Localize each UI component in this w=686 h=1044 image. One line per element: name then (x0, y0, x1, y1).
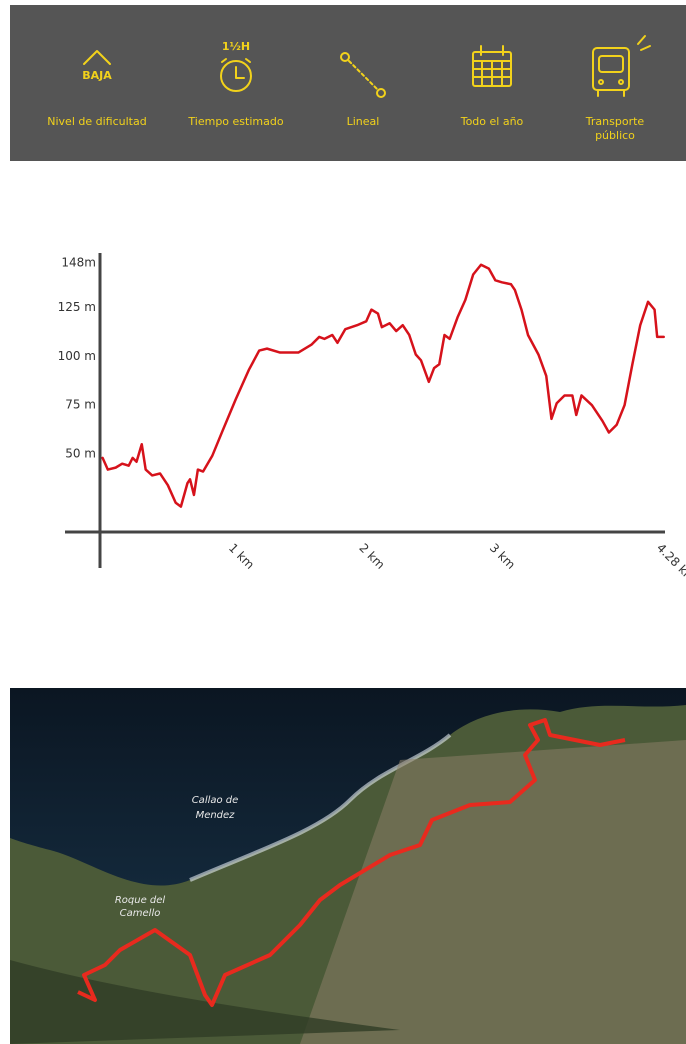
map-label: Mendez (196, 810, 236, 821)
map-label: Camello (120, 908, 161, 919)
map-label: Callao de (192, 795, 239, 806)
header-label: Transporte (585, 115, 645, 128)
icon-text: BAJA (82, 69, 112, 82)
elevation-line (101, 263, 665, 508)
x-tick-label: 2 km (356, 541, 387, 572)
chart: 50 m 75 m 100 m 125 m 148m 1 km 2 km 3 km 4.28 k… (58, 255, 686, 585)
difficulty-icon (83, 50, 111, 65)
header-bar (10, 5, 686, 161)
x-tick-label: 4.28 km (654, 541, 686, 586)
y-tick-label: 100 m (58, 349, 96, 363)
calendar-icon (472, 45, 512, 87)
y-tick-label: 75 m (65, 398, 96, 412)
x-tick-label: 1 km (226, 541, 257, 572)
map-label: Roque del (115, 895, 166, 906)
y-tick-label: 148m (61, 255, 96, 269)
y-tick-label: 50 m (65, 446, 96, 460)
header-label: público (595, 129, 635, 142)
header-label: Tiempo estimado (187, 115, 283, 128)
icon-text: 1½H (222, 40, 250, 53)
clock-icon (220, 58, 252, 92)
bus-icon (592, 35, 651, 97)
y-tick-label: 125 m (58, 300, 96, 314)
header-label: Todo el año (460, 115, 524, 128)
linear-icon (340, 52, 386, 98)
x-tick-label: 3 km (487, 541, 518, 572)
map: Callao de Mendez Roque del Camello (10, 688, 686, 1044)
header-label: Lineal (347, 115, 380, 128)
header-label: Nivel de dificultad (47, 115, 146, 128)
